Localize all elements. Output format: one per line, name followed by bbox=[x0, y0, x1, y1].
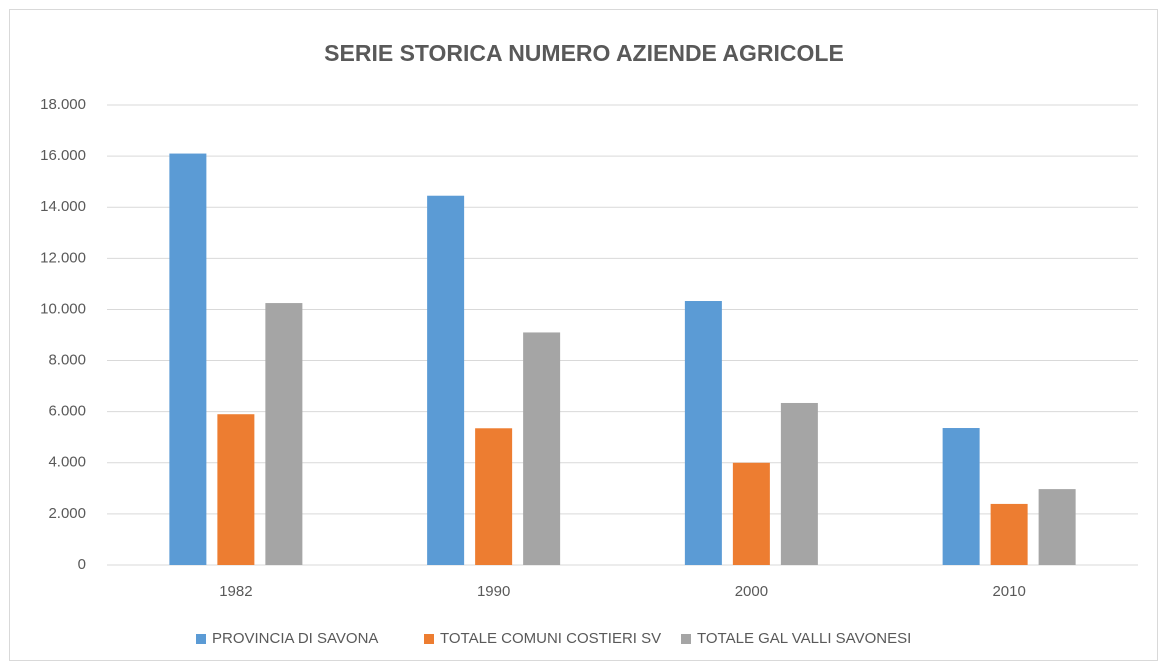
legend-label: PROVINCIA DI SAVONA bbox=[212, 630, 378, 647]
y-tick-label: 4.000 bbox=[48, 454, 86, 471]
chart-title: SERIE STORICA NUMERO AZIENDE AGRICOLE bbox=[324, 40, 844, 66]
y-tick-label: 16.000 bbox=[40, 147, 86, 164]
x-tick-label: 2000 bbox=[735, 583, 768, 600]
y-tick-label: 8.000 bbox=[48, 352, 86, 369]
bar bbox=[427, 195, 465, 565]
legend-label: TOTALE GAL VALLI SAVONESI bbox=[697, 630, 911, 647]
bar bbox=[265, 303, 303, 565]
bar bbox=[942, 428, 980, 565]
bar bbox=[1038, 489, 1076, 565]
x-tick-label: 2010 bbox=[992, 583, 1025, 600]
y-tick-label: 18.000 bbox=[40, 96, 86, 113]
bar bbox=[169, 153, 207, 566]
bar bbox=[523, 332, 561, 565]
y-tick-label: 12.000 bbox=[40, 249, 86, 266]
legend-swatch bbox=[196, 634, 206, 644]
bar bbox=[475, 428, 513, 565]
y-tick-label: 2.000 bbox=[48, 505, 86, 522]
y-tick-label: 14.000 bbox=[40, 198, 86, 215]
bar bbox=[780, 402, 818, 565]
y-tick-label: 6.000 bbox=[48, 403, 86, 420]
legend-swatch bbox=[424, 634, 434, 644]
legend-swatch bbox=[681, 634, 691, 644]
x-tick-label: 1982 bbox=[219, 583, 252, 600]
bar bbox=[684, 301, 722, 565]
bar bbox=[217, 414, 255, 565]
legend-label: TOTALE COMUNI COSTIERI SV bbox=[440, 630, 661, 647]
bar bbox=[990, 503, 1028, 565]
y-tick-label: 10.000 bbox=[40, 300, 86, 317]
y-tick-label: 0 bbox=[78, 556, 86, 573]
x-tick-label: 1990 bbox=[477, 583, 510, 600]
bar bbox=[732, 462, 770, 565]
